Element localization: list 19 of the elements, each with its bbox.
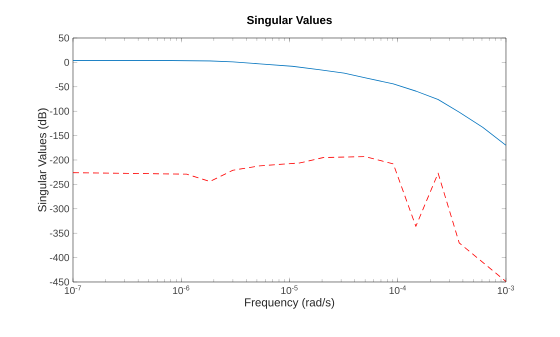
x-axis-title: Frequency (rad/s): [245, 298, 334, 309]
x-tick-label: 10$^{-5}$: [281, 286, 298, 294]
x-tick-label: 10$^{-6}$: [173, 286, 190, 294]
y-tick-label: -450: [50, 278, 70, 286]
y-tick-label: 0: [64, 58, 70, 66]
y-tick-label: -50: [55, 83, 70, 90]
chart-title: Singular Values: [247, 16, 332, 26]
y-tick-label: -250: [50, 180, 70, 188]
y-tick-label: 50: [58, 34, 70, 42]
y-axis-title: Singular Values (dB): [38, 108, 49, 212]
y-tick-label: -300: [50, 205, 70, 212]
y-tick-label: -400: [50, 254, 70, 262]
y-tick-label: -150: [50, 132, 70, 140]
x-tick-label: 10$^{-4}$: [390, 286, 406, 294]
x-tick-label: 10$^{-3}$: [498, 286, 514, 294]
y-tick-label: -200: [50, 156, 70, 164]
y-tick-label: -100: [50, 108, 70, 115]
x-tick-label: 10$^{-7}$: [64, 286, 82, 294]
y-tick-label: -350: [50, 230, 70, 237]
